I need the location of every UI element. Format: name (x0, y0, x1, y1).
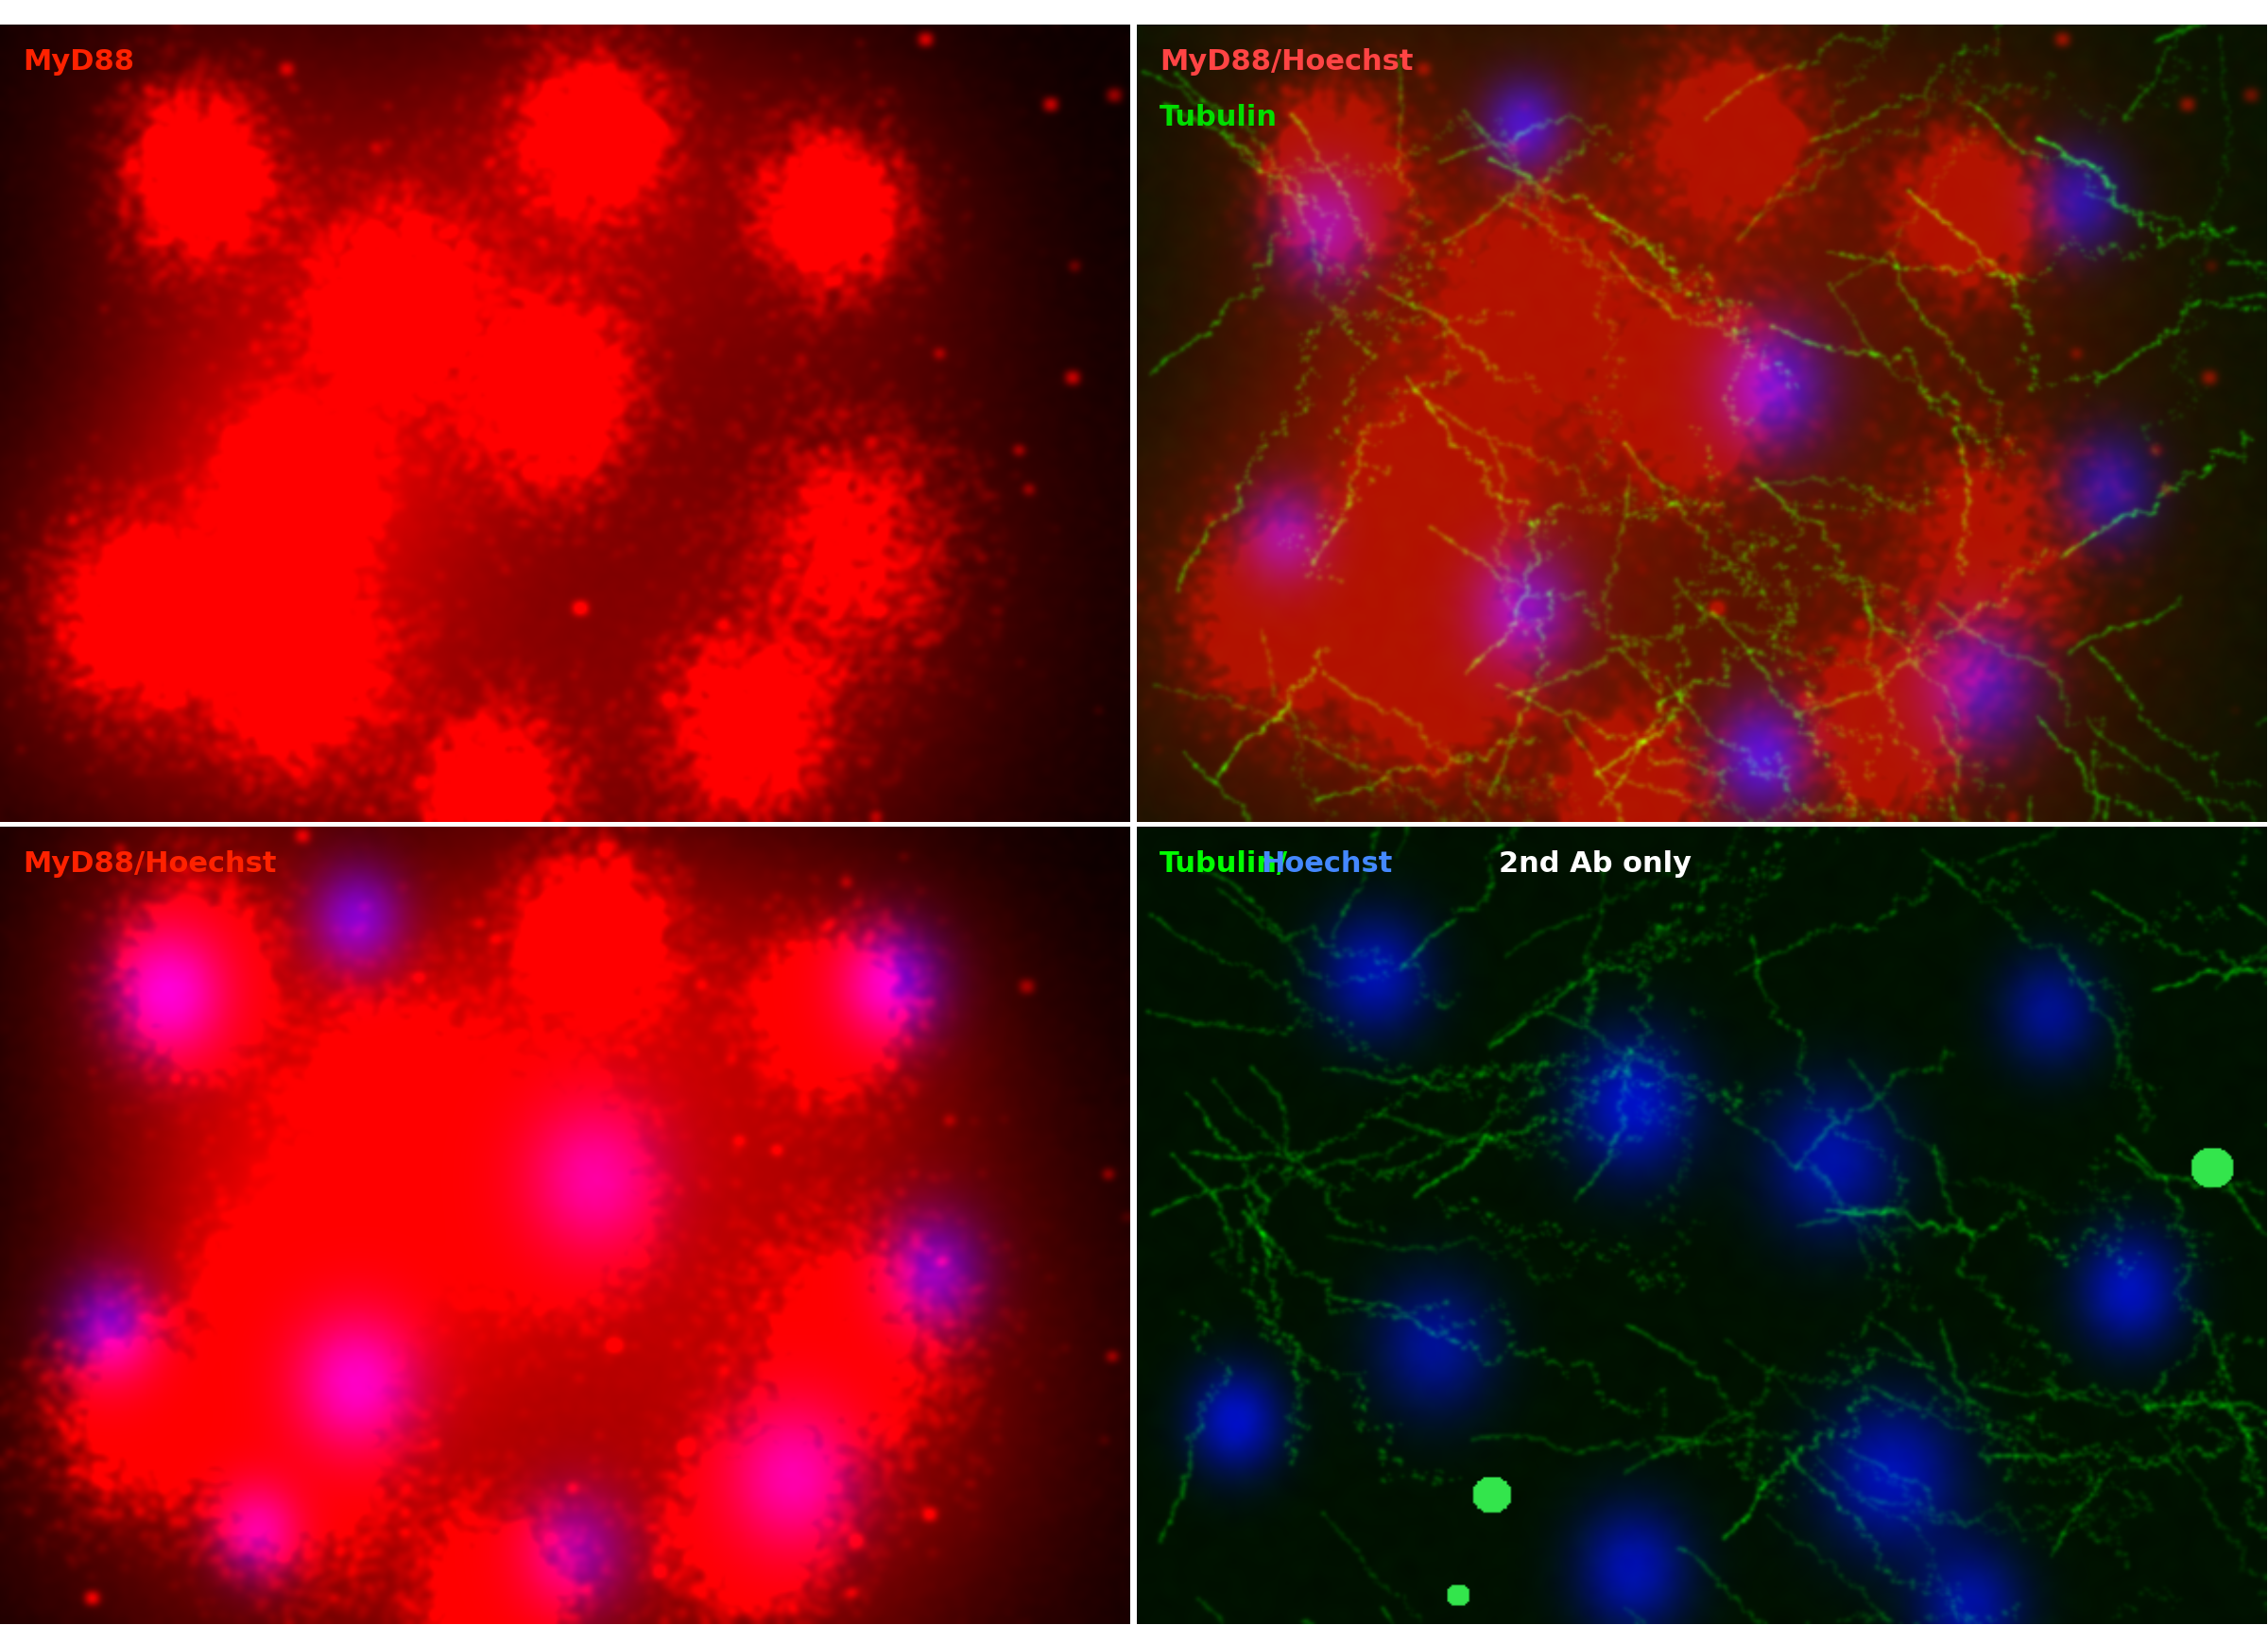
Text: 2nd Ab only: 2nd Ab only (1499, 850, 1692, 878)
Text: MyD88/Hoechst: MyD88/Hoechst (23, 850, 277, 878)
Text: Tubulin: Tubulin (1159, 104, 1277, 132)
Text: Hoechst: Hoechst (1261, 850, 1393, 878)
Text: Tubulin/: Tubulin/ (1159, 850, 1288, 878)
Text: MyD88: MyD88 (23, 49, 134, 76)
Text: MyD88/Hoechst: MyD88/Hoechst (1159, 49, 1413, 76)
